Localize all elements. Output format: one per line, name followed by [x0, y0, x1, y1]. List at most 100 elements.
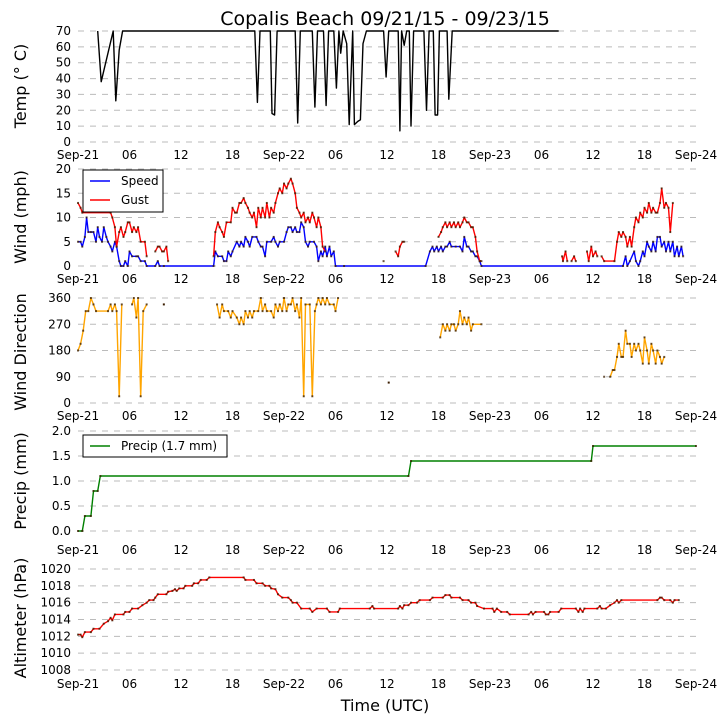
data-point — [141, 604, 144, 607]
data-point — [298, 316, 301, 319]
data-point — [84, 310, 87, 313]
data-point — [622, 265, 625, 267]
data-point — [225, 260, 228, 263]
data-point — [431, 596, 434, 599]
y-tick-label: 10 — [56, 211, 71, 225]
data-point — [446, 323, 449, 326]
data-point — [137, 226, 140, 229]
data-point — [143, 260, 146, 263]
data-point — [259, 216, 262, 219]
x-tick-label: 18 — [637, 543, 652, 557]
data-point — [227, 310, 230, 313]
x-tick-label: 06 — [534, 148, 549, 162]
data-point — [272, 235, 275, 238]
x-tick-label: 18 — [637, 272, 652, 286]
x-tick-label: 12 — [585, 148, 600, 162]
data-point — [646, 240, 649, 243]
data-point — [639, 349, 642, 352]
data-point — [452, 221, 455, 224]
x-tick-label: Sep-22 — [263, 148, 305, 162]
data-point — [234, 211, 237, 214]
data-point — [652, 240, 655, 243]
plot-area — [77, 177, 685, 267]
y-tick-label: 20 — [56, 103, 71, 117]
data-point — [252, 310, 255, 313]
data-point — [225, 221, 228, 224]
data-point — [463, 316, 466, 319]
data-point — [131, 303, 134, 306]
data-point — [332, 250, 335, 253]
data-point — [111, 216, 114, 219]
data-point — [476, 255, 479, 258]
data-point — [495, 607, 498, 610]
data-point — [126, 221, 129, 224]
y-tick-label: 1016 — [40, 596, 71, 610]
data-point — [450, 596, 453, 599]
data-point — [173, 588, 176, 591]
data-point — [654, 362, 657, 365]
data-point — [658, 201, 661, 204]
y-tick-label: 60 — [56, 40, 71, 54]
x-tick-label: 18 — [225, 543, 240, 557]
data-point — [643, 206, 646, 209]
data-point — [457, 323, 460, 326]
data-point — [433, 250, 436, 253]
data-point — [560, 607, 563, 610]
data-point — [235, 211, 238, 214]
data-point — [471, 250, 474, 253]
data-point — [624, 255, 627, 258]
data-point — [274, 240, 277, 243]
data-point — [613, 601, 616, 604]
data-point — [549, 610, 552, 613]
data-point — [579, 607, 582, 610]
data-point — [530, 610, 533, 613]
data-point — [304, 303, 307, 306]
data-point — [441, 596, 444, 599]
data-point — [281, 310, 284, 313]
data-point — [240, 201, 243, 204]
data-point — [454, 226, 457, 229]
data-point — [289, 599, 292, 602]
x-tick-label: 18 — [431, 409, 446, 423]
data-point — [139, 240, 142, 243]
data-point — [85, 216, 88, 219]
x-tick-label: Sep-24 — [675, 272, 717, 286]
data-point — [205, 578, 208, 581]
x-tick-label: Sep-23 — [469, 677, 511, 691]
data-point — [118, 231, 121, 234]
data-point — [79, 342, 82, 345]
data-point — [192, 582, 195, 585]
data-point — [446, 245, 449, 248]
y-tick-label: 360 — [48, 291, 71, 305]
data-point — [83, 515, 86, 517]
data-point — [398, 245, 401, 248]
data-point — [251, 235, 254, 238]
data-point — [634, 260, 637, 263]
data-point — [261, 206, 264, 209]
data-point — [616, 240, 619, 243]
data-point — [300, 221, 303, 224]
data-point — [264, 216, 267, 219]
data-point — [617, 231, 620, 234]
data-point — [222, 260, 225, 263]
y-axis-label: Temp (° C) — [11, 44, 30, 129]
data-point — [77, 633, 79, 636]
data-point — [139, 260, 142, 263]
data-point — [315, 303, 318, 306]
data-point — [124, 231, 127, 234]
data-point — [609, 375, 612, 378]
data-point — [300, 607, 303, 610]
data-point — [231, 310, 234, 313]
data-point — [410, 460, 413, 462]
data-point — [667, 240, 670, 243]
chart-title: Copalis Beach 09/21/15 - 09/23/15 — [220, 8, 550, 30]
data-point — [656, 211, 659, 214]
data-point — [334, 265, 337, 267]
data-point — [242, 323, 245, 326]
data-point — [145, 601, 148, 604]
x-tick-label: 06 — [122, 148, 137, 162]
data-point — [92, 231, 95, 234]
data-point — [590, 460, 593, 462]
data-point — [255, 235, 258, 238]
